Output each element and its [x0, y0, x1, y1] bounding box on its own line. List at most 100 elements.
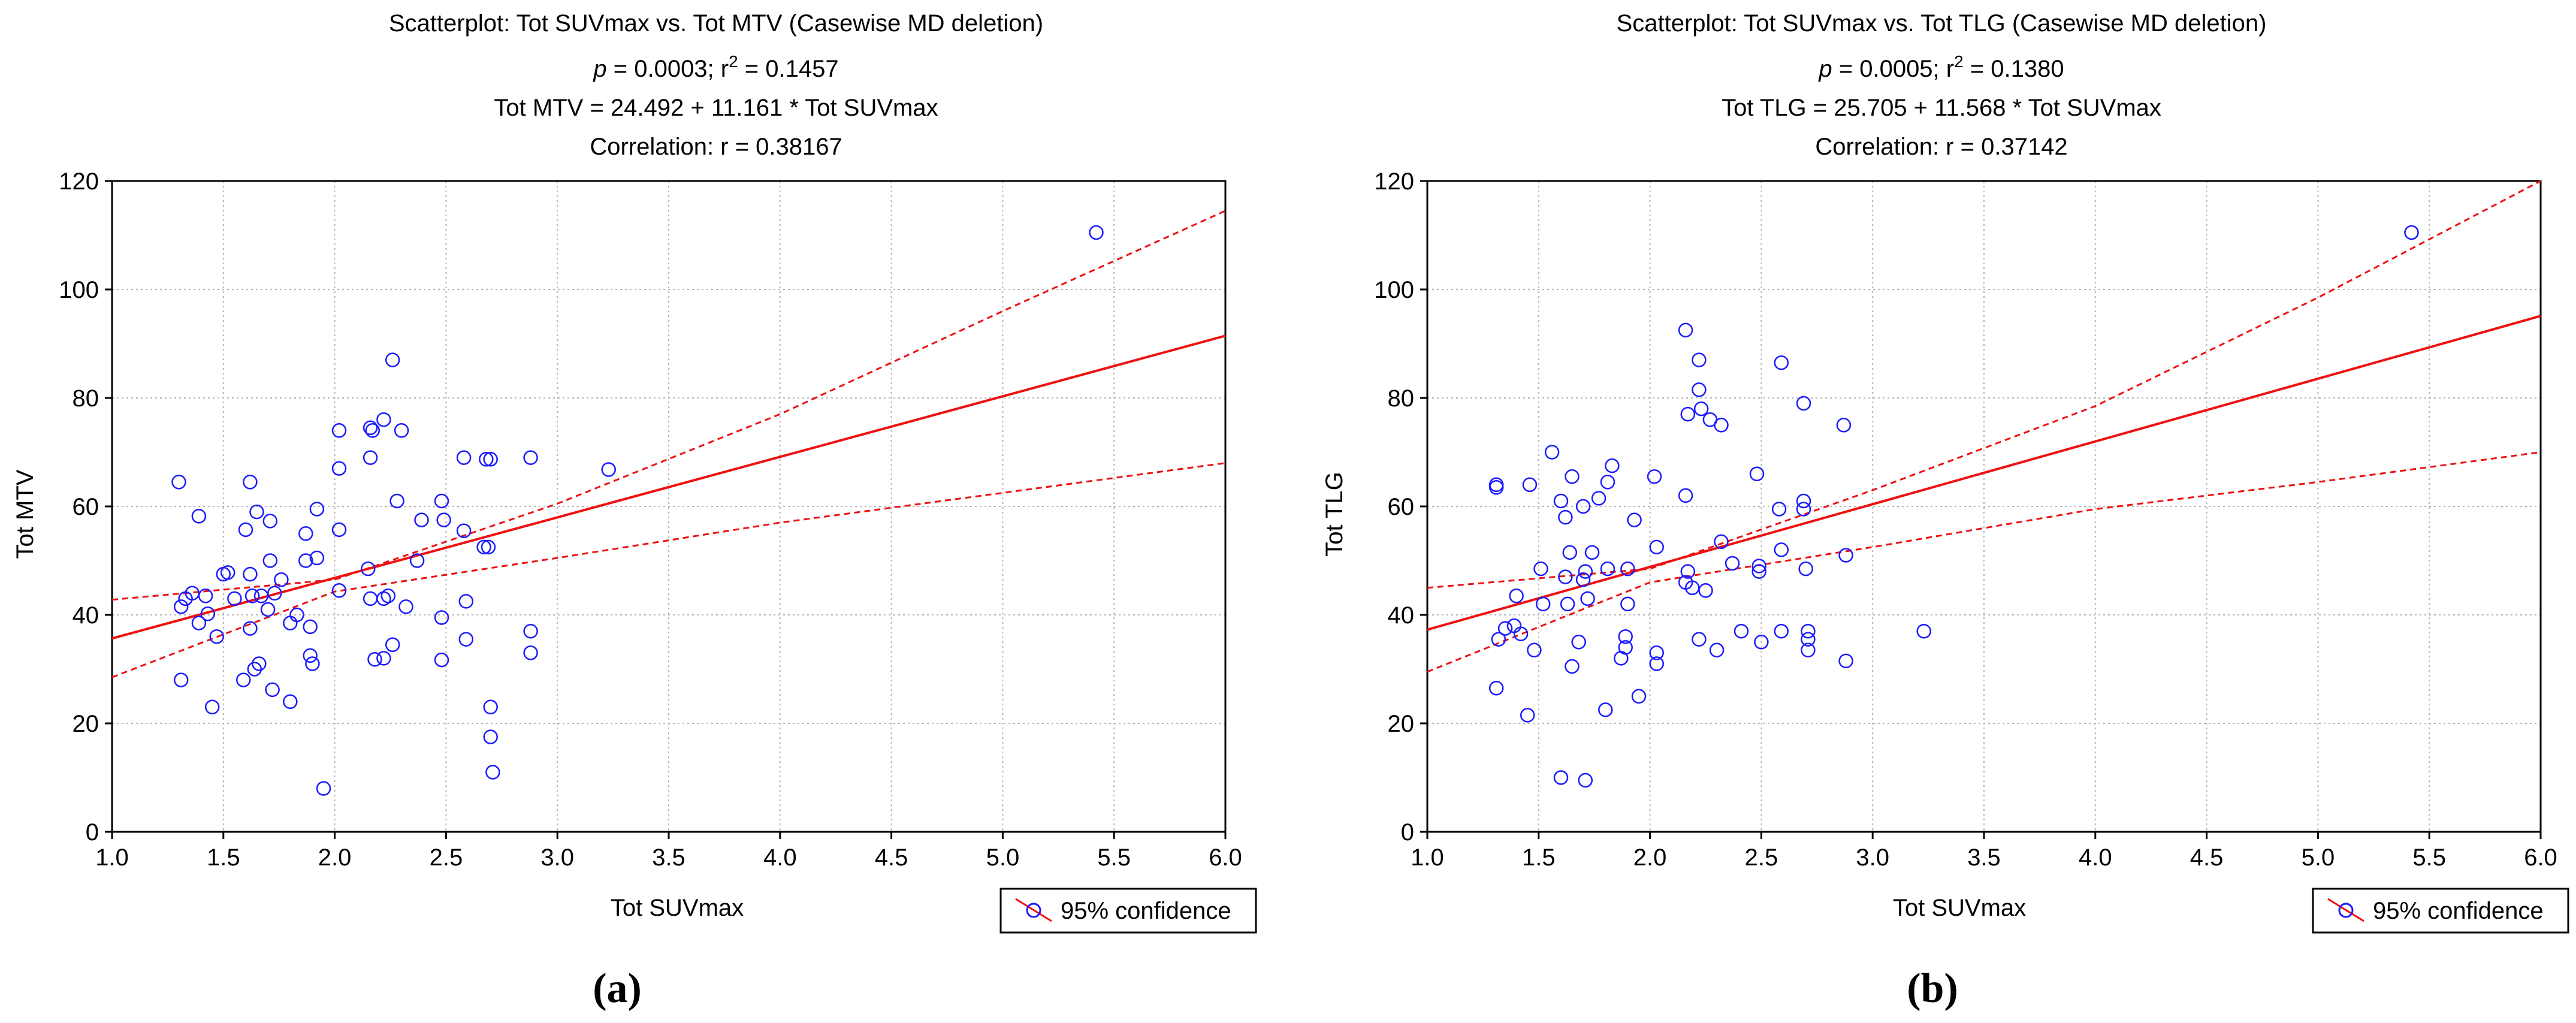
data-point — [523, 645, 538, 660]
x-tick-label: 2.0 — [318, 844, 352, 871]
data-point — [1513, 626, 1529, 641]
legend-point-swatch — [2338, 903, 2354, 918]
x-tick-label: 3.0 — [540, 844, 574, 871]
x-tick-label: 5.0 — [2302, 844, 2335, 871]
p-label: p — [593, 56, 606, 82]
data-point — [2404, 225, 2419, 240]
data-point — [198, 589, 213, 603]
data-point — [173, 599, 189, 614]
data-point — [1725, 556, 1740, 571]
data-point — [1522, 477, 1538, 493]
data-point — [1600, 475, 1615, 490]
data-point — [1714, 534, 1729, 550]
x-tick-label: 6.0 — [1209, 844, 1242, 871]
regression-line — [1427, 315, 2541, 631]
data-point — [434, 652, 449, 668]
chart-title: Scatterplot: Tot SUVmax vs. Tot MTV (Cas… — [389, 10, 1043, 37]
data-point — [244, 589, 260, 603]
data-point — [173, 672, 189, 687]
x-tick-label: 1.5 — [1522, 844, 1556, 871]
data-point — [1709, 642, 1725, 658]
r2-value: = 0.1457 — [738, 56, 839, 82]
data-point — [1558, 509, 1573, 525]
data-point — [1801, 642, 1816, 658]
legend: 95% confidence — [999, 888, 1257, 934]
data-point — [1836, 418, 1852, 433]
data-point — [1774, 355, 1789, 370]
data-point — [1575, 499, 1591, 514]
data-point — [283, 694, 298, 710]
data-point — [1680, 406, 1696, 422]
data-point — [376, 412, 391, 427]
x-tick-label: 1.5 — [207, 844, 240, 871]
data-point — [1565, 469, 1580, 484]
x-tick-label: 5.5 — [1097, 844, 1131, 871]
data-point — [316, 781, 331, 796]
data-point — [1591, 491, 1606, 506]
data-point — [1649, 539, 1664, 555]
data-point — [1714, 418, 1729, 433]
y-tick-label: 80 — [73, 385, 99, 412]
data-point — [1734, 623, 1749, 639]
data-point — [361, 561, 376, 577]
data-point — [523, 450, 538, 465]
data-point — [1605, 458, 1620, 473]
data-point — [380, 589, 396, 603]
x-tick-label: 3.5 — [652, 844, 685, 871]
data-point — [309, 502, 325, 517]
data-point — [1692, 632, 1707, 647]
data-point — [1535, 596, 1551, 612]
x-axis-label: Tot SUVmax — [1893, 895, 2026, 921]
data-point — [376, 651, 391, 666]
data-point — [483, 452, 498, 467]
x-tick-label: 2.5 — [1745, 844, 1778, 871]
chart-stats: p = 0.0003; r2 = 0.1457 — [593, 52, 838, 82]
data-point — [171, 475, 186, 490]
data-point — [394, 423, 409, 438]
panel-label: (b) — [1907, 965, 1958, 1012]
x-tick-label: 1.0 — [95, 844, 129, 871]
x-tick-label: 5.0 — [986, 844, 1020, 871]
data-point — [367, 651, 382, 667]
data-point — [363, 420, 378, 436]
data-point — [220, 565, 235, 580]
data-point — [1506, 618, 1522, 633]
data-point — [191, 615, 207, 630]
data-point — [1558, 569, 1573, 584]
data-point — [1838, 548, 1853, 563]
data-point — [243, 475, 258, 490]
data-point — [1578, 772, 1593, 788]
ci-upper-line — [111, 210, 1226, 601]
data-point — [1600, 561, 1615, 577]
data-point — [363, 591, 378, 606]
data-point — [298, 526, 313, 541]
data-point — [1562, 545, 1578, 560]
data-point — [191, 509, 207, 524]
y-tick-label: 0 — [86, 819, 99, 846]
p-value: = 0.0005; r — [1832, 56, 1954, 82]
data-point — [1796, 493, 1811, 509]
correlation-text: Correlation: r = 0.38167 — [590, 134, 842, 160]
data-point — [1544, 445, 1560, 460]
data-point — [436, 512, 451, 527]
x-tick-label: 4.5 — [2190, 844, 2224, 871]
data-point — [331, 423, 347, 438]
data-point — [1491, 632, 1506, 647]
x-tick-label: 2.5 — [430, 844, 463, 871]
y-tick-label: 40 — [1388, 602, 1415, 629]
data-point — [601, 462, 616, 477]
data-point — [476, 539, 491, 555]
x-tick-label: 2.0 — [1633, 844, 1667, 871]
data-point — [209, 629, 224, 644]
data-point — [458, 632, 474, 647]
x-tick-label: 1.0 — [1411, 844, 1444, 871]
scatterplot-panel-a: Scatterplot: Tot SUVmax vs. Tot MTV (Cas… — [12, 10, 1257, 1012]
data-point — [1801, 632, 1816, 647]
r2-exponent: 2 — [729, 52, 738, 71]
data-point — [1798, 561, 1813, 577]
data-point — [249, 504, 264, 520]
regression-equation: Tot TLG = 25.705 + 11.568 * Tot SUVmax — [1722, 95, 2161, 121]
data-point — [409, 553, 425, 568]
x-tick-label: 5.5 — [2412, 844, 2446, 871]
y-tick-label: 0 — [1401, 819, 1414, 846]
